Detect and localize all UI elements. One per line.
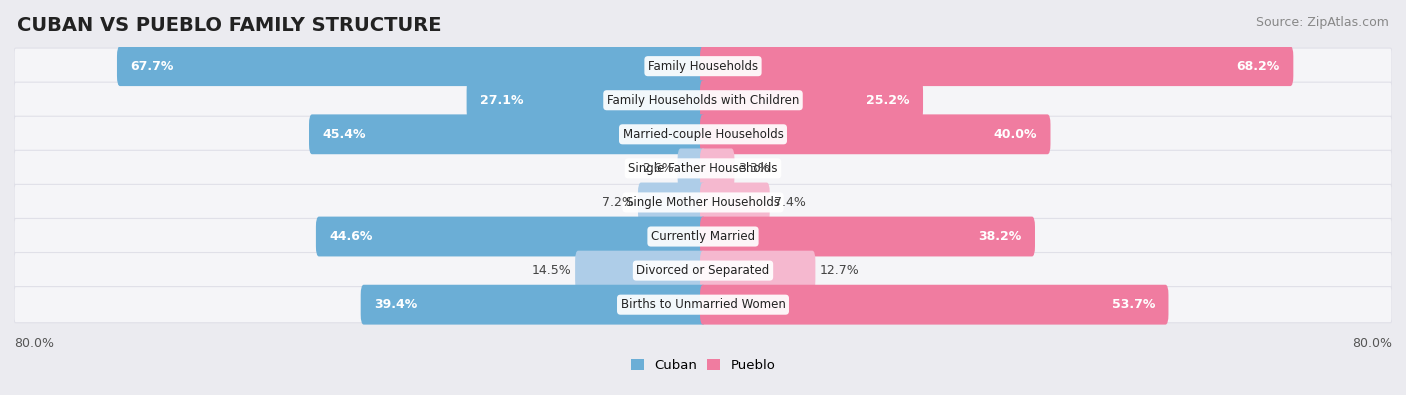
Text: Single Father Households: Single Father Households: [628, 162, 778, 175]
FancyBboxPatch shape: [117, 46, 706, 86]
Text: 38.2%: 38.2%: [979, 230, 1022, 243]
Text: 67.7%: 67.7%: [131, 60, 174, 73]
Text: 25.2%: 25.2%: [866, 94, 910, 107]
Text: Family Households: Family Households: [648, 60, 758, 73]
Text: Divorced or Separated: Divorced or Separated: [637, 264, 769, 277]
FancyBboxPatch shape: [467, 80, 706, 120]
Text: Single Mother Households: Single Mother Households: [626, 196, 780, 209]
FancyBboxPatch shape: [700, 149, 734, 188]
FancyBboxPatch shape: [700, 216, 1035, 256]
Text: 39.4%: 39.4%: [374, 298, 418, 311]
Text: 44.6%: 44.6%: [329, 230, 373, 243]
Text: Source: ZipAtlas.com: Source: ZipAtlas.com: [1256, 16, 1389, 29]
FancyBboxPatch shape: [309, 115, 706, 154]
Text: 53.7%: 53.7%: [1112, 298, 1156, 311]
Legend: Cuban, Pueblo: Cuban, Pueblo: [627, 355, 779, 376]
Text: 7.4%: 7.4%: [773, 196, 806, 209]
FancyBboxPatch shape: [700, 251, 815, 290]
Text: 14.5%: 14.5%: [531, 264, 571, 277]
FancyBboxPatch shape: [14, 150, 1392, 186]
Text: 80.0%: 80.0%: [1353, 337, 1392, 350]
Text: 40.0%: 40.0%: [994, 128, 1038, 141]
FancyBboxPatch shape: [700, 46, 1294, 86]
FancyBboxPatch shape: [575, 251, 706, 290]
FancyBboxPatch shape: [14, 116, 1392, 152]
Text: 80.0%: 80.0%: [14, 337, 53, 350]
Text: Births to Unmarried Women: Births to Unmarried Women: [620, 298, 786, 311]
FancyBboxPatch shape: [361, 285, 706, 325]
FancyBboxPatch shape: [638, 182, 706, 222]
Text: Married-couple Households: Married-couple Households: [623, 128, 783, 141]
Text: 2.6%: 2.6%: [643, 162, 673, 175]
Text: 7.2%: 7.2%: [602, 196, 634, 209]
FancyBboxPatch shape: [14, 48, 1392, 84]
FancyBboxPatch shape: [700, 80, 922, 120]
Text: 3.3%: 3.3%: [738, 162, 770, 175]
Text: 45.4%: 45.4%: [322, 128, 366, 141]
Text: 68.2%: 68.2%: [1237, 60, 1279, 73]
FancyBboxPatch shape: [316, 216, 706, 256]
FancyBboxPatch shape: [14, 252, 1392, 289]
FancyBboxPatch shape: [14, 287, 1392, 323]
Text: CUBAN VS PUEBLO FAMILY STRUCTURE: CUBAN VS PUEBLO FAMILY STRUCTURE: [17, 16, 441, 35]
Text: 27.1%: 27.1%: [479, 94, 523, 107]
FancyBboxPatch shape: [14, 184, 1392, 220]
FancyBboxPatch shape: [700, 115, 1050, 154]
FancyBboxPatch shape: [700, 285, 1168, 325]
Text: 12.7%: 12.7%: [820, 264, 859, 277]
FancyBboxPatch shape: [14, 218, 1392, 255]
FancyBboxPatch shape: [700, 182, 769, 222]
Text: Family Households with Children: Family Households with Children: [607, 94, 799, 107]
FancyBboxPatch shape: [14, 82, 1392, 118]
FancyBboxPatch shape: [678, 149, 706, 188]
Text: Currently Married: Currently Married: [651, 230, 755, 243]
